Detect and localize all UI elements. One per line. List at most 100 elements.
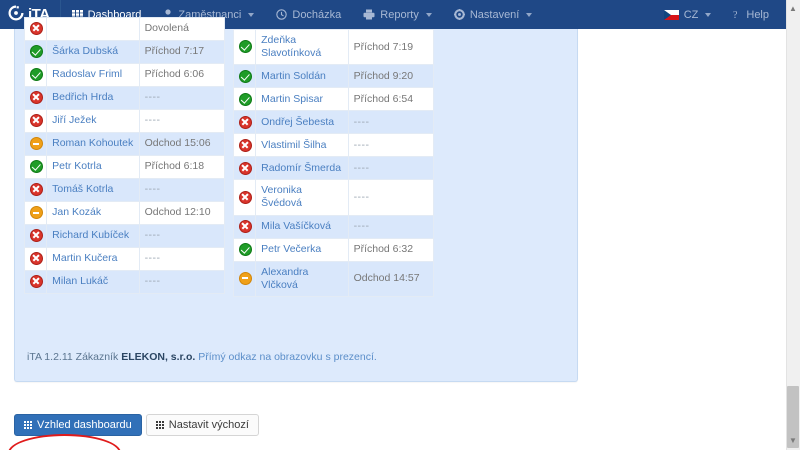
scroll-up-arrow-icon[interactable]: ▲ bbox=[789, 4, 797, 13]
status-ok-icon bbox=[239, 40, 252, 54]
table-row[interactable]: Dovolená bbox=[23, 17, 226, 41]
nav-item-label: Reporty bbox=[380, 8, 419, 21]
attendance-state-cell: ---- bbox=[138, 109, 226, 133]
status-absent-icon bbox=[30, 229, 43, 243]
table-row[interactable]: Zdeňka Slavotínková Příchod 7:19 bbox=[232, 28, 435, 66]
employee-link[interactable]: Tomáš Kotrla bbox=[52, 183, 114, 196]
status-cell bbox=[23, 155, 48, 179]
table-row[interactable]: Mila Vašíčková ---- bbox=[232, 214, 435, 239]
table-row[interactable]: Petr Večerka Příchod 6:32 bbox=[232, 237, 435, 262]
employee-link[interactable]: Alexandra Vlčková bbox=[261, 265, 309, 291]
employee-name-cell bbox=[46, 17, 140, 41]
employee-link[interactable]: Jiří Ježek bbox=[52, 114, 97, 127]
attendance-state-cell: ---- bbox=[138, 86, 226, 110]
employee-link[interactable]: Zdeňka Slavotínková bbox=[261, 34, 322, 60]
help-label: Help bbox=[746, 8, 769, 21]
employee-link[interactable]: Martin Spisar bbox=[261, 92, 323, 105]
employee-link[interactable]: Radomír Šmerda bbox=[261, 161, 342, 174]
status-absent-icon bbox=[239, 138, 252, 152]
scroll-down-arrow-icon[interactable]: ▼ bbox=[789, 436, 797, 445]
empty-value: ---- bbox=[144, 91, 161, 104]
employee-link[interactable]: Martin Kučera bbox=[52, 252, 118, 265]
status-cell bbox=[232, 110, 257, 135]
empty-value: ---- bbox=[144, 252, 161, 265]
status-cell bbox=[23, 17, 48, 41]
dashboard-layout-button-label: Vzhled dashboardu bbox=[37, 419, 132, 431]
employee-link[interactable]: Bedřich Hrda bbox=[52, 91, 114, 104]
employee-link[interactable]: Radoslav Friml bbox=[52, 68, 123, 81]
table-row[interactable]: Petr Kotrla Příchod 6:18 bbox=[23, 155, 226, 179]
table-row[interactable]: Radomír Šmerda ---- bbox=[232, 156, 435, 181]
employee-link[interactable]: Roman Kohoutek bbox=[52, 137, 134, 150]
nav-item-dochazka[interactable]: Docházka bbox=[265, 0, 352, 29]
table-row[interactable]: Martin Kučera ---- bbox=[23, 247, 226, 271]
employee-link[interactable]: Petr Večerka bbox=[261, 242, 322, 255]
nav-item-nastaveni[interactable]: Nastavení bbox=[443, 0, 544, 29]
status-partial-icon bbox=[30, 137, 43, 151]
empty-value: ---- bbox=[144, 114, 161, 127]
employee-link[interactable]: Veronika Švédová bbox=[261, 184, 302, 210]
app-version: iTA 1.2.11 bbox=[27, 351, 73, 363]
set-default-button[interactable]: Nastavit výchozí bbox=[145, 414, 259, 436]
empty-value: ---- bbox=[353, 138, 370, 151]
attendance-table-right: Zdeňka Slavotínková Příchod 7:19 Martin So… bbox=[232, 28, 435, 297]
table-row[interactable]: Bedřich Hrda ---- bbox=[23, 86, 226, 110]
vertical-scrollbar[interactable]: ▲ ▼ bbox=[786, 0, 800, 450]
attendance-state-cell: ---- bbox=[347, 179, 435, 216]
attendance-column-right: Zdeňka Slavotínková Příchod 7:19 Martin So… bbox=[232, 28, 435, 297]
status-ok-icon bbox=[30, 68, 43, 82]
table-row[interactable]: Richard Kubíček ---- bbox=[23, 224, 226, 248]
customer-name: ELEKON, s.r.o. bbox=[121, 351, 196, 363]
employee-link[interactable]: Jan Kozák bbox=[52, 206, 102, 219]
employee-link[interactable]: Vlastimil Šilha bbox=[261, 138, 327, 151]
table-row[interactable]: Vlastimil Šilha ---- bbox=[232, 133, 435, 158]
status-absent-icon bbox=[30, 275, 43, 289]
help-link[interactable]: ? Help bbox=[722, 0, 780, 29]
status-absent-icon bbox=[30, 183, 43, 197]
empty-value: ---- bbox=[353, 190, 370, 203]
status-absent-icon bbox=[239, 115, 252, 129]
attendance-state-cell: Příchod 6:32 bbox=[347, 237, 435, 262]
table-row[interactable]: Jiří Ježek ---- bbox=[23, 109, 226, 133]
attendance-state-cell: ---- bbox=[347, 110, 435, 135]
nav-item-label: Docházka bbox=[292, 8, 342, 21]
table-row[interactable]: Veronika Švédová ---- bbox=[232, 179, 435, 216]
language-selector[interactable]: CZ bbox=[653, 0, 723, 29]
table-row[interactable]: Šárka Dubská Příchod 7:17 bbox=[23, 40, 226, 64]
status-cell bbox=[232, 133, 257, 158]
dashboard-layout-button[interactable]: Vzhled dashboardu bbox=[14, 414, 142, 436]
employee-link[interactable]: Ondřej Šebesta bbox=[261, 115, 335, 128]
status-cell bbox=[23, 63, 48, 87]
status-absent-icon bbox=[239, 190, 252, 204]
employee-link[interactable]: Milan Lukáč bbox=[52, 275, 109, 288]
table-row[interactable]: Radoslav Friml Příchod 6:06 bbox=[23, 63, 226, 87]
table-row[interactable]: Martin Spisar Příchod 6:54 bbox=[232, 87, 435, 112]
status-cell bbox=[23, 247, 48, 271]
table-row[interactable]: Martin Soldán Příchod 9:20 bbox=[232, 64, 435, 89]
attendance-table-left: Dovolená Šárka Dubská Příchod 7:17 Radoslav… bbox=[23, 17, 226, 294]
employee-link[interactable]: Šárka Dubská bbox=[52, 45, 119, 58]
table-row[interactable]: Roman Kohoutek Odchod 15:06 bbox=[23, 132, 226, 156]
status-absent-icon bbox=[30, 22, 43, 36]
attendance-table-right-body: Zdeňka Slavotínková Příchod 7:19 Martin So… bbox=[232, 28, 435, 297]
table-row[interactable]: Jan Kozák Odchod 12:10 bbox=[23, 201, 226, 225]
table-row[interactable]: Ondřej Šebesta ---- bbox=[232, 110, 435, 135]
nav-item-reporty[interactable]: Reporty bbox=[352, 0, 443, 29]
status-cell bbox=[23, 132, 48, 156]
attendance-state-cell: Odchod 14:57 bbox=[347, 260, 435, 297]
attendance-state-cell: ---- bbox=[138, 270, 226, 294]
table-row[interactable]: Tomáš Kotrla ---- bbox=[23, 178, 226, 202]
presence-screen-link[interactable]: Přímý odkaz na obrazovku s prezencí. bbox=[198, 351, 377, 363]
table-row[interactable]: Alexandra Vlčková Odchod 14:57 bbox=[232, 260, 435, 297]
svg-text:?: ? bbox=[733, 10, 738, 20]
status-partial-icon bbox=[30, 206, 43, 220]
table-row[interactable]: Milan Lukáč ---- bbox=[23, 270, 226, 294]
employee-link[interactable]: Martin Soldán bbox=[261, 69, 326, 82]
employee-link[interactable]: Petr Kotrla bbox=[52, 160, 102, 173]
vertical-scrollbar-thumb[interactable] bbox=[787, 386, 799, 448]
employee-name-cell: Petr Kotrla bbox=[46, 155, 140, 179]
employee-link[interactable]: Mila Vašíčková bbox=[261, 219, 331, 232]
status-ok-icon bbox=[30, 160, 43, 174]
employee-link[interactable]: Richard Kubíček bbox=[52, 229, 130, 242]
attendance-state-cell: Odchod 12:10 bbox=[138, 201, 226, 225]
